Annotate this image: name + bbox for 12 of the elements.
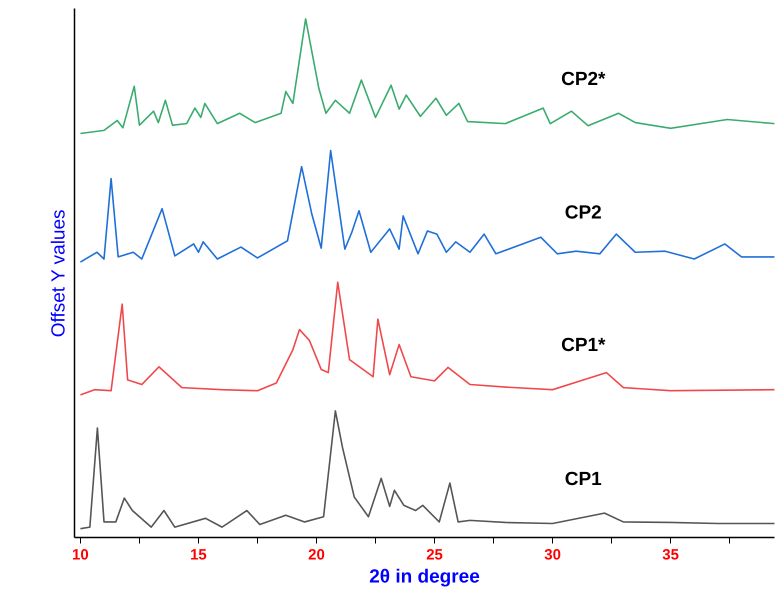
x-tick-label: 20: [308, 546, 325, 564]
x-tick-label: 25: [426, 546, 443, 564]
x-tick-label: 15: [190, 546, 207, 564]
x-tick-label: 35: [662, 546, 679, 564]
series-label: CP1*: [561, 335, 606, 356]
series-label: CP2: [564, 202, 602, 224]
series-label: CP2*: [561, 69, 606, 90]
y-axis-title: Offset Y values: [48, 209, 70, 338]
series-label: CP1: [564, 468, 602, 490]
x-tick-label: 30: [544, 546, 561, 564]
x-tick-label: 10: [72, 546, 89, 564]
x-axis-title: 2θ in degree: [369, 566, 480, 588]
